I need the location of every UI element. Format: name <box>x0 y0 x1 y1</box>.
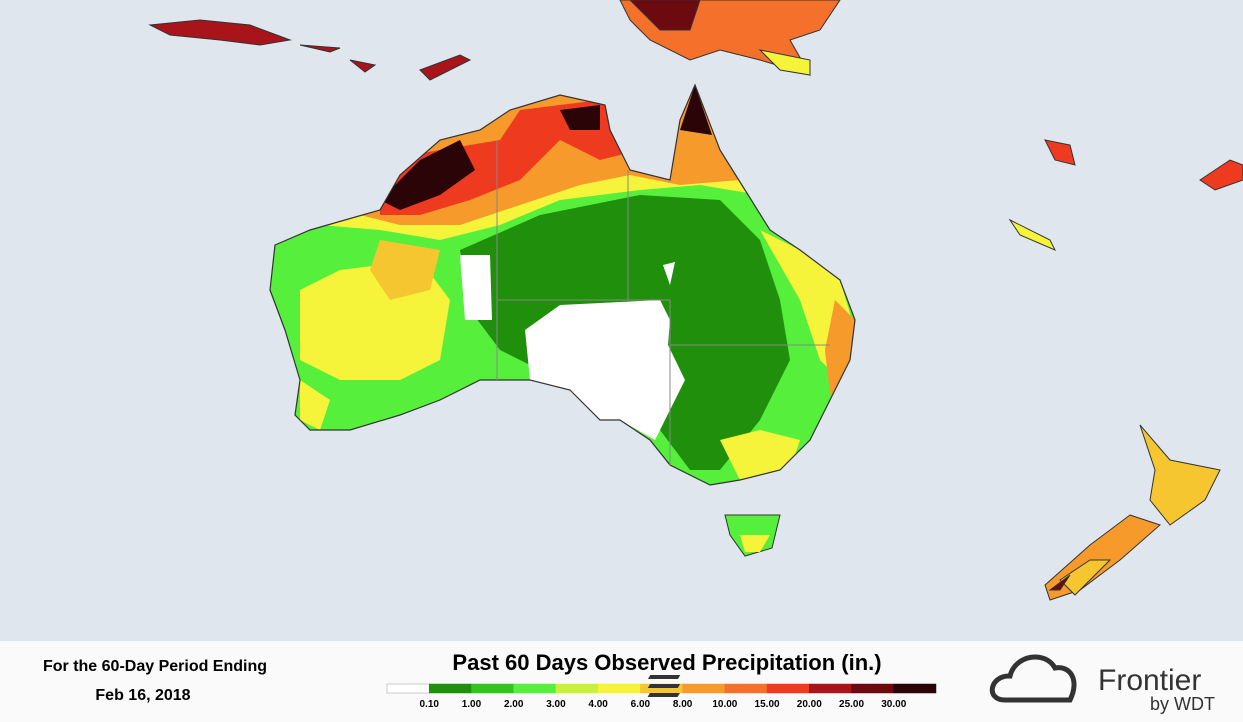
legend-label: 20.00 <box>797 699 822 710</box>
legend-swatch <box>597 683 641 694</box>
legend-swatch <box>386 683 430 694</box>
legend-label: 30.00 <box>881 699 906 710</box>
new-zealand <box>1044 424 1221 601</box>
legend-swatch <box>851 683 895 694</box>
indonesia <box>148 19 1243 251</box>
logo-byline: by WDT <box>1150 694 1215 714</box>
new-guinea <box>619 0 841 76</box>
legend-swatch <box>809 683 852 694</box>
legend-swatch <box>471 683 514 694</box>
legend-label: 3.00 <box>546 699 566 710</box>
legend-swatch <box>428 683 472 694</box>
legend-label: 25.00 <box>839 699 864 710</box>
legend-swatch <box>513 683 557 694</box>
legend-label: 4.00 <box>588 699 608 710</box>
legend-label: 2.00 <box>504 699 524 710</box>
logo-name: Frontier <box>1098 664 1201 697</box>
legend-label: 0.10 <box>419 699 439 710</box>
legend-swatch <box>893 683 937 694</box>
map-title: Past 60 Days Observed Precipitation (in.… <box>452 650 881 675</box>
legend-swatch <box>724 683 768 694</box>
period-date: Feb 16, 2018 <box>95 687 190 704</box>
legend-label: 10.00 <box>712 699 737 710</box>
australia <box>269 83 856 557</box>
logo: Frontier by WDT <box>647 654 1215 714</box>
legend-swatch <box>682 683 726 694</box>
period-label: For the 60-Day Period Ending <box>43 658 267 675</box>
legend-label: 8.00 <box>673 699 693 710</box>
legend-swatch <box>766 683 810 694</box>
legend-label: 1.00 <box>462 699 482 710</box>
legend-swatch <box>555 683 599 694</box>
legend-label: 6.00 <box>631 699 651 710</box>
legend-label: 15.00 <box>755 699 780 710</box>
